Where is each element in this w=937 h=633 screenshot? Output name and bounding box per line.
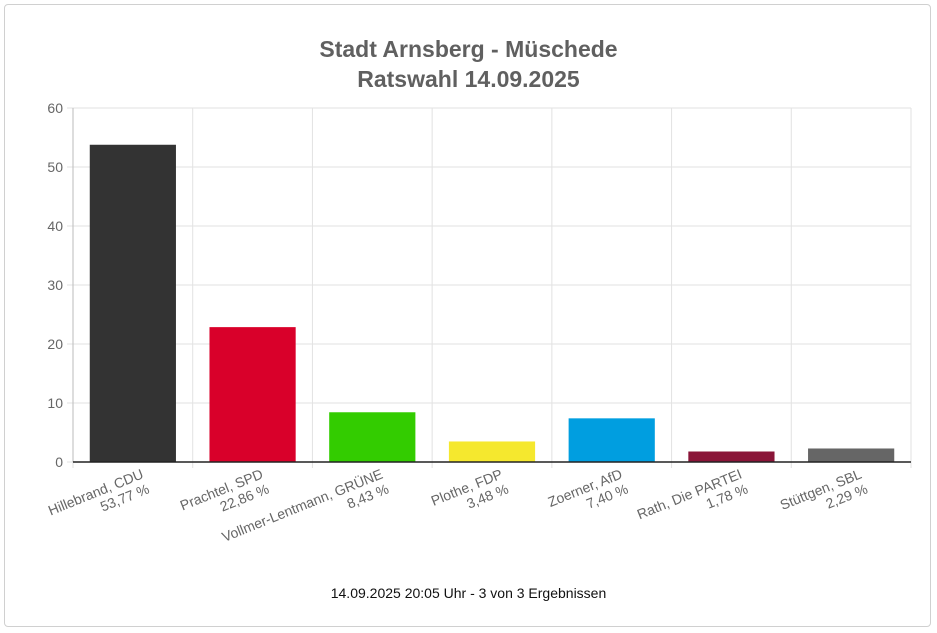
bar	[209, 327, 296, 462]
results-status-footer: 14.09.2025 20:05 Uhr - 3 von 3 Ergebniss…	[330, 585, 607, 601]
bar	[329, 412, 416, 462]
x-category-label: Plothe, FDP3,48 %	[429, 466, 511, 524]
chart-title: Stadt Arnsberg - Müschede	[319, 36, 618, 62]
y-tick-label: 10	[47, 395, 63, 411]
x-category-label: Zoerner, AfD7,40 %	[545, 466, 630, 525]
y-tick-label: 30	[47, 277, 63, 293]
bar	[568, 418, 655, 462]
y-tick-label: 0	[55, 454, 63, 470]
x-category-label: Hillebrand, CDU53,77 %	[46, 466, 152, 534]
bar	[808, 448, 895, 462]
chart-subtitle: Ratswahl 14.09.2025	[357, 66, 580, 92]
y-tick-label: 20	[47, 336, 63, 352]
x-category-label: Stüttgen, SBL2,29 %	[778, 466, 870, 528]
x-category-label: Rath, Die PARTEI1,78 %	[635, 466, 750, 537]
bar	[448, 441, 536, 462]
bar	[688, 451, 775, 462]
y-tick-label: 50	[47, 159, 63, 175]
y-tick-label: 40	[47, 218, 63, 234]
y-tick-label: 60	[47, 100, 63, 116]
bar	[89, 144, 176, 462]
